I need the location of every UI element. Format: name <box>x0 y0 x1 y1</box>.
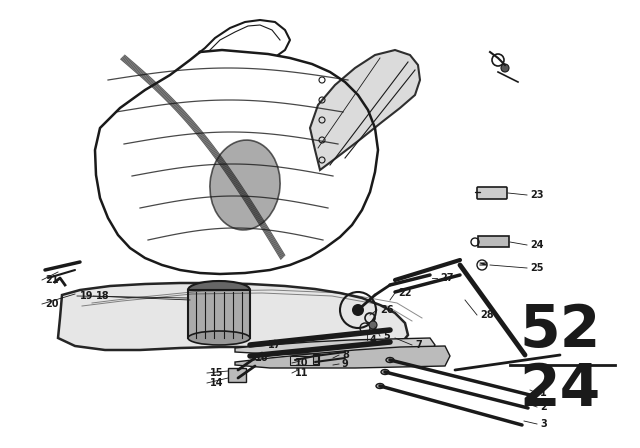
FancyBboxPatch shape <box>228 368 246 382</box>
Text: 21: 21 <box>45 275 58 285</box>
FancyBboxPatch shape <box>289 357 319 366</box>
Ellipse shape <box>376 383 384 388</box>
FancyBboxPatch shape <box>188 290 250 338</box>
Text: 2: 2 <box>540 402 547 412</box>
Text: 20: 20 <box>45 299 58 309</box>
Text: 3: 3 <box>540 419 547 429</box>
Text: 9: 9 <box>342 359 349 369</box>
Text: 24: 24 <box>520 362 600 418</box>
Text: 52: 52 <box>519 302 601 358</box>
Text: 11: 11 <box>295 368 308 378</box>
Ellipse shape <box>386 358 394 362</box>
Ellipse shape <box>210 140 280 230</box>
Text: 7: 7 <box>415 340 422 350</box>
Polygon shape <box>58 283 408 352</box>
Text: 26: 26 <box>380 305 394 315</box>
Text: 10: 10 <box>295 358 308 368</box>
Text: 14: 14 <box>210 378 223 388</box>
Ellipse shape <box>381 370 389 375</box>
Text: 16: 16 <box>255 353 269 363</box>
FancyBboxPatch shape <box>477 237 509 247</box>
FancyBboxPatch shape <box>477 187 507 199</box>
Text: 1: 1 <box>540 388 547 398</box>
Circle shape <box>352 304 364 316</box>
Text: 18: 18 <box>96 291 109 301</box>
Text: 19: 19 <box>80 291 93 301</box>
Polygon shape <box>235 346 450 368</box>
Text: 17: 17 <box>268 340 282 350</box>
Text: 28: 28 <box>480 310 493 320</box>
Text: 4: 4 <box>370 335 377 345</box>
Ellipse shape <box>188 281 250 299</box>
Text: 15: 15 <box>210 368 223 378</box>
Text: 27: 27 <box>440 273 454 283</box>
Polygon shape <box>310 50 420 170</box>
Text: 25: 25 <box>530 263 543 273</box>
Circle shape <box>501 64 509 72</box>
Text: 24: 24 <box>530 240 543 250</box>
Ellipse shape <box>188 331 250 345</box>
Polygon shape <box>235 338 435 354</box>
Text: 23: 23 <box>530 190 543 200</box>
Text: 8: 8 <box>342 350 349 360</box>
FancyBboxPatch shape <box>313 354 318 364</box>
Text: 22: 22 <box>398 288 412 298</box>
Circle shape <box>369 321 377 329</box>
Text: 5: 5 <box>383 331 390 341</box>
